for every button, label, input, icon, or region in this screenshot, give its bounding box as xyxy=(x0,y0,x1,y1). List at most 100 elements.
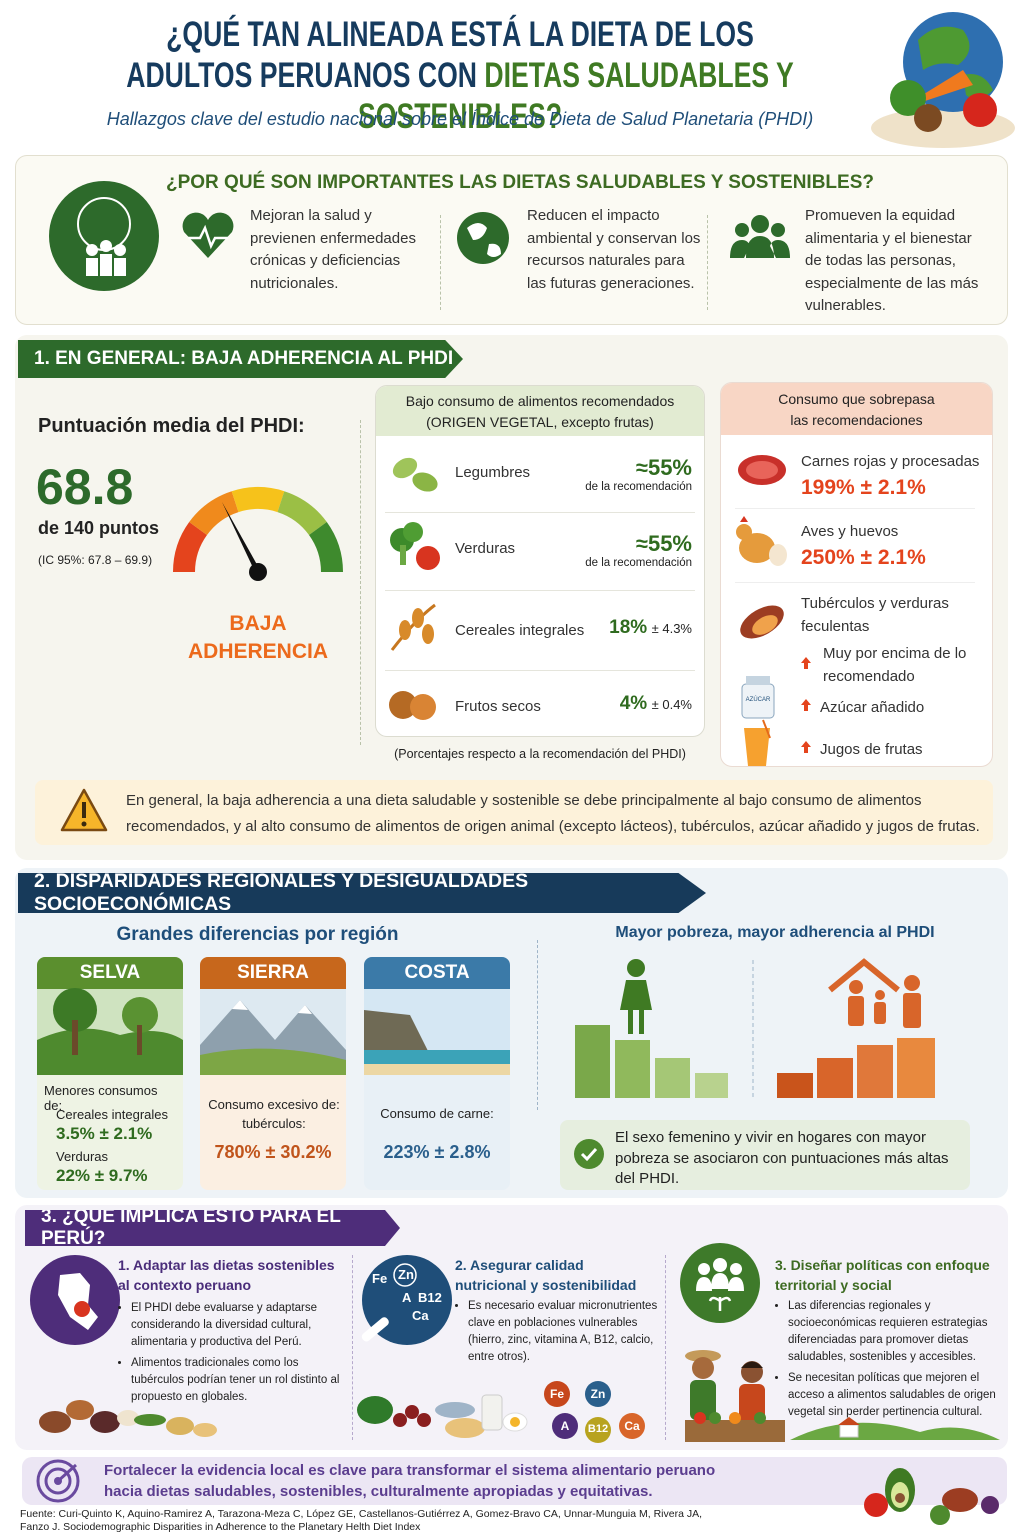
decoration xyxy=(457,212,509,264)
gauge-label-line: ADHERENCIA xyxy=(187,640,328,663)
region-item-value: 3.5% ± 2.1% xyxy=(56,1124,153,1143)
decoration xyxy=(735,223,749,237)
decoration xyxy=(580,1147,598,1162)
nutrient-label: Ca xyxy=(412,1308,429,1323)
decoration xyxy=(904,975,920,991)
decoration xyxy=(392,457,418,479)
food-note: de la recomendación xyxy=(585,481,692,493)
warning-icon xyxy=(60,788,108,832)
decoration xyxy=(134,1414,166,1426)
decoration xyxy=(690,1380,716,1420)
decoration xyxy=(72,1020,78,1055)
decoration xyxy=(708,1296,732,1311)
decoration xyxy=(619,1413,645,1439)
decoration xyxy=(357,1396,393,1424)
low-title: (ORIGEN VEGETAL, excepto frutas) xyxy=(426,414,654,430)
decoration xyxy=(848,996,864,1026)
subtitle: Hallazgos clave del estudio nacional sob… xyxy=(106,109,814,129)
region-item: Cereales integrales 3.5% ± 2.1% Verduras… xyxy=(44,1105,168,1185)
decoration xyxy=(736,524,752,540)
why-icon xyxy=(49,181,159,291)
decoration xyxy=(200,1048,346,1075)
excess-name-line: feculentas xyxy=(801,617,870,635)
gauge-label-line: BAJA xyxy=(229,612,287,635)
low-footnote: (Porcentajes respecto a la recomendación… xyxy=(394,747,686,761)
heart-icon xyxy=(182,212,234,258)
decoration xyxy=(692,1357,714,1379)
region-name: SELVA xyxy=(37,957,183,989)
conclusion-text: El sexo femenino y vivir en hogares con … xyxy=(615,1129,949,1187)
decoration xyxy=(416,546,440,570)
column-title: 3. Diseñar políticas con enfoque territo… xyxy=(775,1257,990,1293)
section3-heading: 3. ¿QUÉ IMPLICA ESTO PARA EL PERÚ? xyxy=(25,1210,400,1246)
column-title: 2. Asegurar calidad nutricional y sosten… xyxy=(455,1257,637,1293)
decoration xyxy=(838,1417,860,1425)
decoration xyxy=(412,608,424,628)
decoration xyxy=(771,223,785,237)
excess-icons xyxy=(736,455,811,766)
conclusion-box xyxy=(560,1120,970,1190)
decoration xyxy=(36,1459,80,1503)
decoration xyxy=(694,1412,706,1424)
poverty-illustration xyxy=(575,958,935,1100)
section2-heading: 2. DISPARIDADES REGIONALES Y DESIGUALDAD… xyxy=(18,873,706,913)
decoration xyxy=(685,1350,721,1362)
decoration xyxy=(172,522,207,572)
column-bullets: El PHDI debe evaluarse y adaptarse consi… xyxy=(118,1300,353,1410)
decoration xyxy=(751,215,769,233)
decoration xyxy=(37,1028,183,1075)
decoration xyxy=(574,1139,604,1169)
nutrient-label: A xyxy=(402,1290,412,1305)
decoration xyxy=(552,1413,578,1439)
why-title: ¿POR QUÉ SON IMPORTANTES LAS DIETAS SALU… xyxy=(166,172,874,193)
decoration xyxy=(746,461,778,479)
food-percent: ≈55% xyxy=(635,455,692,480)
column-title: 1. Adaptar las dietas sostenibles al con… xyxy=(118,1257,335,1293)
excess-title: Consumo que sobrepasa xyxy=(778,391,935,407)
decoration xyxy=(86,258,98,276)
food-note: de la recomendación xyxy=(585,557,692,569)
food-illustration xyxy=(864,1468,999,1525)
globe-illustration xyxy=(871,12,1015,148)
food-illustration xyxy=(39,1400,217,1437)
source: Fuente: Curi-Quinto K, Aquino-Ramirez A,… xyxy=(20,1508,703,1533)
decoration xyxy=(277,491,327,535)
decoration xyxy=(86,244,98,256)
decoration xyxy=(897,1038,935,1098)
divider xyxy=(707,215,708,310)
food-error: ± 0.4% xyxy=(651,697,692,712)
row-divider xyxy=(385,670,695,671)
decoration xyxy=(66,1400,94,1420)
decoration xyxy=(405,1405,419,1419)
nutrient-chip: A xyxy=(560,1419,570,1433)
row-divider xyxy=(735,582,975,583)
decoration xyxy=(389,691,417,719)
section1-heading: 1. EN GENERAL: BAJA ADHERENCIA AL PHDI xyxy=(18,340,463,378)
excess-flag: Muy por encima de lo recomendado xyxy=(823,645,967,685)
excess-name-line: Tubérculos y verduras xyxy=(801,595,949,612)
divider xyxy=(360,420,361,745)
score-ci: (IC 95%: 67.8 – 69.9) xyxy=(38,553,153,567)
decoration xyxy=(746,676,770,685)
title-line: ¿QUÉ TAN ALINEADA ESTÁ LA DIETA DE LOS xyxy=(166,15,754,54)
decoration xyxy=(81,821,87,827)
decoration xyxy=(400,545,406,565)
decoration xyxy=(875,990,885,1000)
food-percent: 4% xyxy=(619,693,648,714)
decoration xyxy=(762,719,771,739)
decoration xyxy=(188,224,228,250)
food-error: ± 4.3% xyxy=(651,621,692,636)
decoration xyxy=(777,1073,813,1098)
row-divider xyxy=(385,512,695,513)
decoration xyxy=(100,240,112,252)
excess-name: Carnes rojas y procesadas xyxy=(801,453,980,470)
score-scale: de 140 puntos xyxy=(38,518,160,538)
region-name: COSTA xyxy=(364,957,510,989)
decoration xyxy=(137,1025,142,1055)
decoration xyxy=(172,487,344,581)
region-item-name: Verduras xyxy=(56,1149,109,1164)
decoration xyxy=(232,1000,312,1014)
decoration xyxy=(122,997,158,1033)
region-value: 780% ± 30.2% xyxy=(214,1142,332,1162)
region-value: 223% ± 2.8% xyxy=(383,1142,491,1162)
